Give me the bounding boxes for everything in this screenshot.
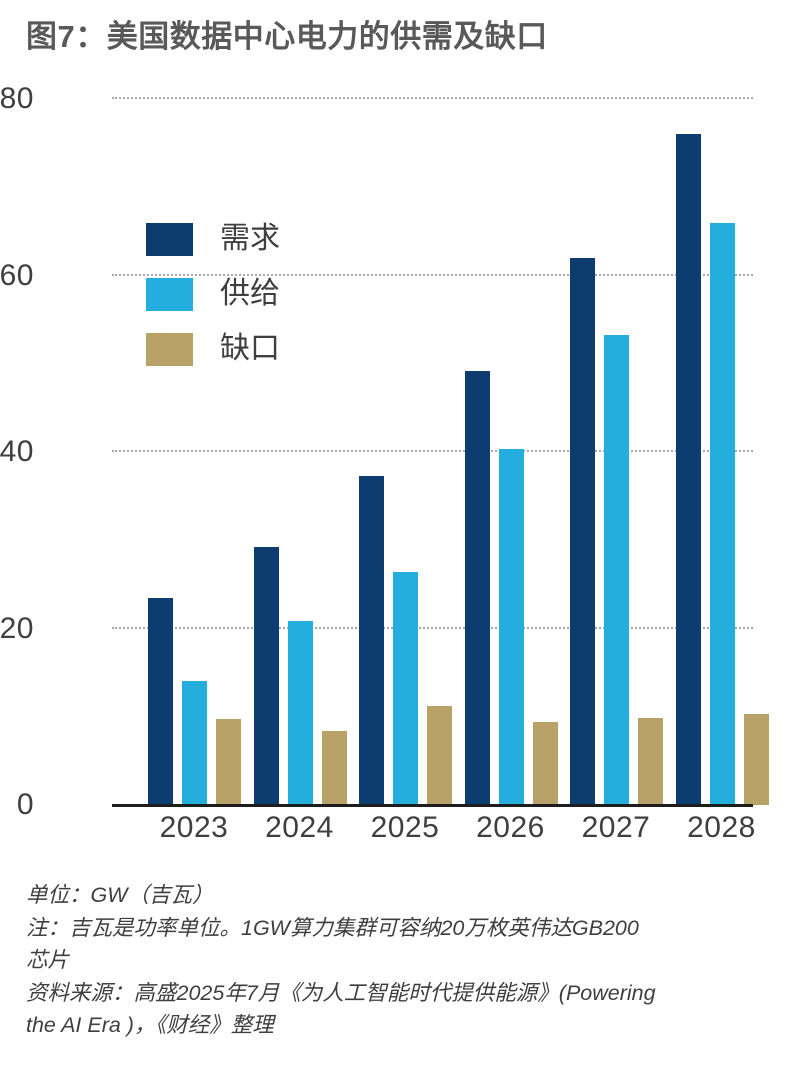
bar-demand-2027[interactable] [570, 257, 595, 805]
bar-demand-2024[interactable] [253, 547, 279, 805]
bar-gap-2028[interactable] [743, 714, 769, 805]
x-axis-tick-2025: 2025 [370, 811, 440, 844]
footnote-unit: 单位：GW（吉瓦） [26, 883, 214, 907]
bar-gap-2025[interactable] [427, 706, 452, 805]
bar-group-2028 [675, 99, 769, 805]
bar-group-2024 [253, 99, 347, 805]
legend-swatch-supply [146, 277, 193, 311]
footnote-source-line-1: 资料来源：高盛2025年7月《为人工智能时代提供能源》(Powering [26, 980, 656, 1005]
y-axis-tick-60: 60 [0, 258, 34, 292]
bar-supply-2026[interactable] [498, 449, 524, 805]
y-axis-tick-0: 0 [16, 788, 34, 821]
bar-supply-2028[interactable] [709, 223, 735, 805]
legend-label-gap: 缺口 [220, 332, 280, 365]
footnote-source-line-2: the AI Era )，《财经》整理 [26, 1013, 274, 1038]
bar-demand-2025[interactable] [359, 475, 384, 805]
legend-label-demand: 需求 [220, 222, 280, 255]
bar-group-2025 [359, 99, 452, 805]
chart-legend: 需求 供给 缺口 [146, 216, 280, 381]
x-axis-tick-2028: 2028 [687, 811, 756, 844]
page-title: 图7：美国数据中心电力的供需及缺口 [26, 19, 548, 54]
bar-group-2027 [570, 99, 663, 805]
bar-demand-2028[interactable] [675, 134, 701, 805]
bar-group-2026 [464, 99, 558, 805]
bar-gap-2024[interactable] [321, 730, 347, 805]
x-axis-tick-2024: 2024 [265, 811, 334, 844]
y-axis-tick-40: 40 [0, 435, 34, 468]
bar-supply-2024[interactable] [287, 621, 313, 805]
legend-item-demand[interactable]: 需求 [146, 216, 280, 262]
x-axis-tick-2023: 2023 [159, 811, 229, 844]
bar-demand-2023[interactable] [148, 597, 173, 805]
legend-item-supply[interactable]: 供给 [146, 271, 280, 317]
bar-demand-2026[interactable] [464, 370, 490, 805]
x-axis-tick-2027: 2027 [581, 811, 651, 844]
bar-supply-2027[interactable] [604, 334, 629, 805]
gridline [112, 273, 753, 276]
legend-label-supply: 供给 [220, 277, 280, 310]
x-axis-tick-2026: 2026 [476, 811, 545, 844]
bar-gap-2023[interactable] [216, 718, 241, 805]
gridline [112, 626, 753, 629]
plot-area [112, 97, 769, 807]
footnote-note-line-2: 芯片 [26, 948, 70, 973]
bar-supply-2025[interactable] [393, 572, 418, 805]
bar-supply-2023[interactable] [182, 681, 207, 805]
legend-swatch-gap [146, 332, 193, 366]
gridline [112, 97, 753, 99]
x-axis-line [112, 804, 753, 807]
chart-plot-wrapper: 0 20 40 60 80 2023 2024 2025 2026 2027 2028 需求供给缺… [0, 82, 797, 845]
y-axis-tick-20: 20 [0, 611, 34, 645]
legend-swatch-demand [146, 222, 193, 256]
legend-item-gap[interactable]: 缺口 [146, 326, 280, 372]
footnotes: 单位：GW（吉瓦） 注：吉瓦是功率单位。1GW算力集群可容纳20万枚英伟达GB2… [26, 880, 788, 1043]
bar-gap-2026[interactable] [532, 722, 558, 805]
bar-group-2023 [148, 99, 241, 805]
footnote-note-line-1: 注：吉瓦是功率单位。1GW算力集群可容纳20万枚英伟达GB200 [26, 915, 639, 940]
bar-gap-2027[interactable] [638, 717, 663, 805]
gridline [112, 450, 753, 452]
y-axis-tick-80: 80 [0, 82, 34, 115]
